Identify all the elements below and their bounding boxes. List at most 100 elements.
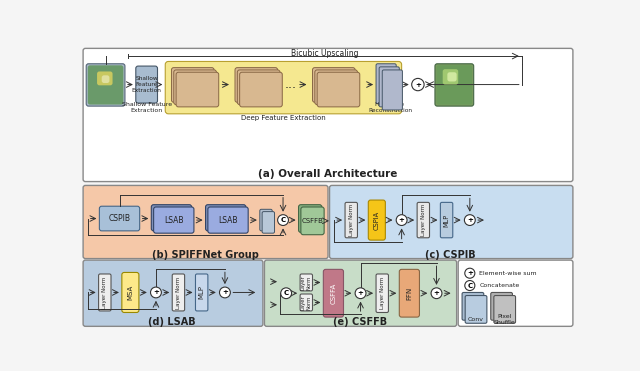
FancyBboxPatch shape <box>315 70 358 105</box>
Circle shape <box>278 215 289 226</box>
FancyBboxPatch shape <box>298 205 322 232</box>
Circle shape <box>220 287 230 298</box>
FancyBboxPatch shape <box>102 75 109 83</box>
FancyBboxPatch shape <box>176 72 219 107</box>
Circle shape <box>465 268 475 278</box>
FancyBboxPatch shape <box>262 211 275 233</box>
FancyBboxPatch shape <box>300 294 312 311</box>
FancyBboxPatch shape <box>462 292 484 320</box>
FancyBboxPatch shape <box>465 296 487 323</box>
Circle shape <box>396 215 407 226</box>
Text: Element-wise sum: Element-wise sum <box>479 271 537 276</box>
Circle shape <box>281 288 292 299</box>
Text: CSFFA: CSFFA <box>330 283 337 304</box>
Text: C: C <box>280 217 285 223</box>
Text: (b) SPIFFNet Group: (b) SPIFFNet Group <box>152 250 259 260</box>
Text: +: + <box>153 289 159 295</box>
FancyBboxPatch shape <box>88 65 124 105</box>
Text: Deep Feature Extraction: Deep Feature Extraction <box>241 115 325 121</box>
Text: +: + <box>415 82 421 88</box>
Circle shape <box>355 288 366 299</box>
Text: SPIFFNet
Group: SPIFFNet Group <box>244 83 271 94</box>
FancyBboxPatch shape <box>399 269 419 317</box>
FancyBboxPatch shape <box>382 70 403 110</box>
FancyBboxPatch shape <box>174 70 216 105</box>
FancyBboxPatch shape <box>379 67 399 107</box>
Text: +: + <box>467 270 473 276</box>
FancyBboxPatch shape <box>491 292 513 320</box>
FancyBboxPatch shape <box>237 70 280 105</box>
FancyBboxPatch shape <box>83 48 573 181</box>
FancyBboxPatch shape <box>494 296 516 323</box>
FancyBboxPatch shape <box>440 202 452 238</box>
Text: (a) Overall Architecture: (a) Overall Architecture <box>259 169 397 179</box>
FancyBboxPatch shape <box>136 66 157 103</box>
FancyBboxPatch shape <box>260 209 272 231</box>
Text: LSAB: LSAB <box>218 216 238 224</box>
FancyBboxPatch shape <box>264 260 457 326</box>
Text: +: + <box>399 217 404 223</box>
FancyBboxPatch shape <box>436 65 472 105</box>
FancyBboxPatch shape <box>239 72 282 107</box>
Text: Concatenate: Concatenate <box>479 283 520 288</box>
Text: SPIFFNet
Group: SPIFFNet Group <box>180 83 208 94</box>
Circle shape <box>412 78 424 91</box>
FancyBboxPatch shape <box>83 186 328 259</box>
Text: Bicubic Upscaling: Bicubic Upscaling <box>291 49 358 58</box>
Text: CSPIB: CSPIB <box>109 214 131 223</box>
FancyBboxPatch shape <box>83 260 263 326</box>
FancyBboxPatch shape <box>376 64 396 104</box>
FancyBboxPatch shape <box>97 72 113 85</box>
Text: MLP: MLP <box>444 213 449 227</box>
Text: SPIFFNet
Group: SPIFFNet Group <box>321 83 349 94</box>
FancyBboxPatch shape <box>317 72 360 107</box>
Text: +: + <box>358 290 364 296</box>
FancyBboxPatch shape <box>172 274 184 311</box>
Text: (c) CSPIB: (c) CSPIB <box>425 250 476 260</box>
Circle shape <box>465 215 476 226</box>
FancyBboxPatch shape <box>122 272 139 312</box>
FancyBboxPatch shape <box>195 274 208 311</box>
Text: Shallow
Feature
Extraction: Shallow Feature Extraction <box>132 76 161 93</box>
Text: Shallow Feature
Extraction: Shallow Feature Extraction <box>122 102 172 113</box>
Circle shape <box>431 288 442 299</box>
FancyBboxPatch shape <box>205 205 246 231</box>
Text: Layer Norm: Layer Norm <box>349 204 354 236</box>
Text: +: + <box>222 289 228 295</box>
FancyBboxPatch shape <box>151 205 191 231</box>
Text: (d) LSAB: (d) LSAB <box>148 317 195 327</box>
Text: C: C <box>467 283 472 289</box>
Text: Layer Norm: Layer Norm <box>421 204 426 236</box>
FancyBboxPatch shape <box>235 68 278 102</box>
FancyBboxPatch shape <box>154 207 194 233</box>
Circle shape <box>465 280 475 290</box>
Text: C: C <box>284 290 289 296</box>
Text: Layer
Norm: Layer Norm <box>301 275 312 290</box>
FancyBboxPatch shape <box>99 274 111 311</box>
FancyBboxPatch shape <box>376 274 388 312</box>
FancyBboxPatch shape <box>330 186 573 259</box>
FancyBboxPatch shape <box>435 64 474 106</box>
FancyBboxPatch shape <box>300 274 312 291</box>
Text: MSA: MSA <box>127 285 133 300</box>
Text: Layer
Norm: Layer Norm <box>301 295 312 310</box>
Text: +: + <box>467 217 473 223</box>
FancyBboxPatch shape <box>99 206 140 231</box>
FancyBboxPatch shape <box>443 69 458 85</box>
FancyBboxPatch shape <box>312 68 355 102</box>
Text: CSFFB: CSFFB <box>301 218 323 224</box>
Text: Layer Norm: Layer Norm <box>380 277 385 309</box>
FancyBboxPatch shape <box>208 207 248 233</box>
Circle shape <box>150 287 161 298</box>
FancyBboxPatch shape <box>86 64 125 106</box>
FancyBboxPatch shape <box>165 62 402 114</box>
Text: Pixel
Shuffle: Pixel Shuffle <box>494 314 516 325</box>
Text: ...: ... <box>285 78 297 91</box>
FancyBboxPatch shape <box>417 202 429 238</box>
FancyBboxPatch shape <box>345 202 358 238</box>
Text: (e) CSFFB: (e) CSFFB <box>333 317 388 327</box>
Text: MLP: MLP <box>198 285 205 299</box>
FancyBboxPatch shape <box>368 200 385 240</box>
Text: CSPIA: CSPIA <box>374 210 380 230</box>
Text: HR Image
Reconstruction: HR Image Reconstruction <box>368 102 412 113</box>
